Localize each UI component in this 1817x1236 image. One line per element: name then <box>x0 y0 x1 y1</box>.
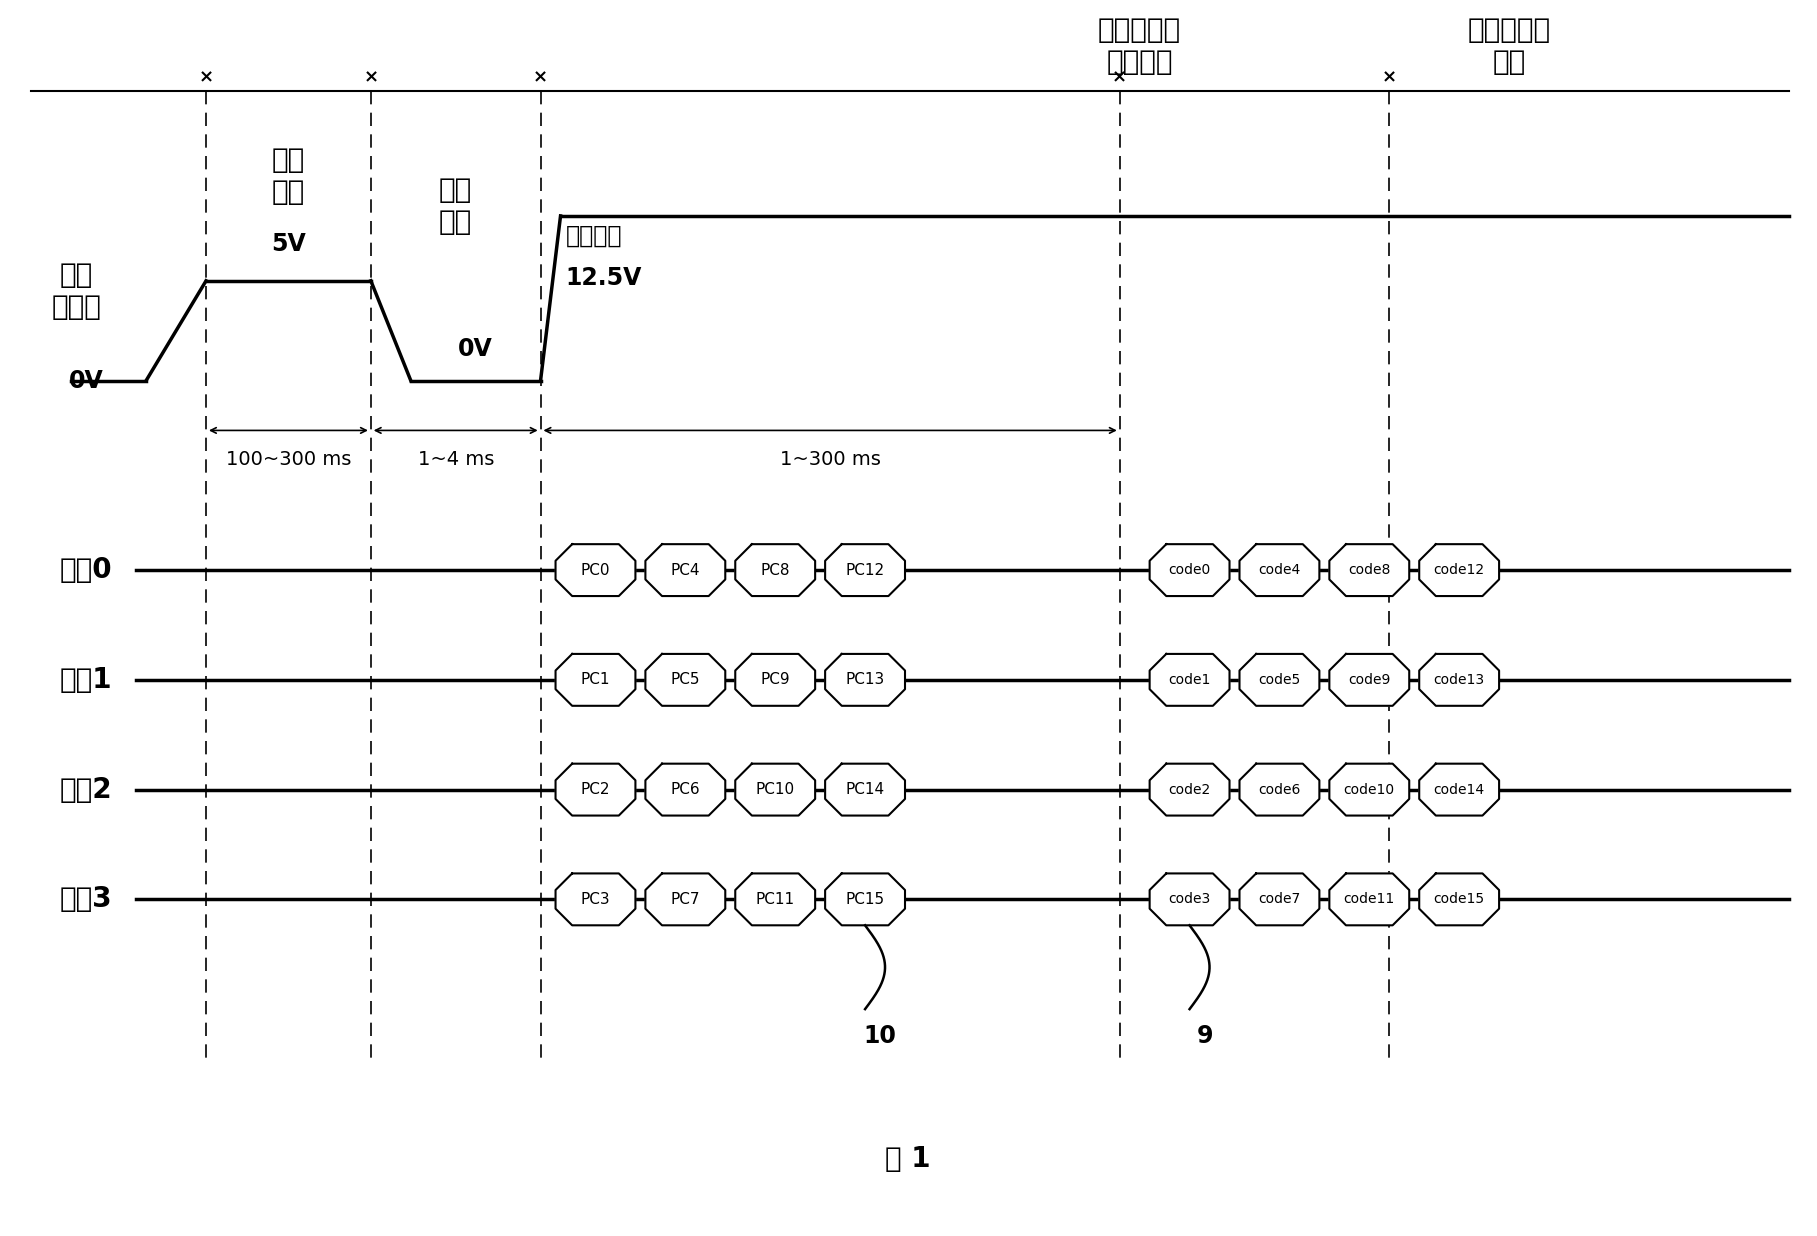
Text: 12.5V: 12.5V <box>565 266 641 289</box>
Text: PC0: PC0 <box>581 562 611 577</box>
Text: 100~300 ms: 100~300 ms <box>225 450 351 470</box>
Polygon shape <box>1150 654 1230 706</box>
Polygon shape <box>645 544 725 596</box>
Polygon shape <box>1330 654 1410 706</box>
Text: code5: code5 <box>1259 672 1301 687</box>
Polygon shape <box>1239 544 1319 596</box>
Text: code10: code10 <box>1345 782 1395 797</box>
Text: ×: × <box>1381 68 1397 87</box>
Polygon shape <box>1419 764 1499 816</box>
Text: code2: code2 <box>1168 782 1210 797</box>
Polygon shape <box>1419 544 1499 596</box>
Polygon shape <box>1150 764 1230 816</box>
Text: 重置
期间: 重置 期间 <box>440 176 472 236</box>
Text: 5V: 5V <box>271 232 305 256</box>
Polygon shape <box>1419 874 1499 926</box>
Text: 信号0: 信号0 <box>60 556 113 585</box>
Text: 空白
测试: 空白 测试 <box>273 146 305 206</box>
Text: PC7: PC7 <box>670 892 700 907</box>
Text: PC4: PC4 <box>670 562 700 577</box>
Text: PC12: PC12 <box>845 562 885 577</box>
Polygon shape <box>1330 544 1410 596</box>
Polygon shape <box>1239 654 1319 706</box>
Polygon shape <box>556 544 636 596</box>
Text: code7: code7 <box>1259 892 1301 906</box>
Text: PC3: PC3 <box>581 892 611 907</box>
Text: PC1: PC1 <box>581 672 611 687</box>
Text: PC13: PC13 <box>845 672 885 687</box>
Polygon shape <box>1150 874 1230 926</box>
Text: PC9: PC9 <box>760 672 790 687</box>
Text: 信号3: 信号3 <box>60 885 113 913</box>
Text: code0: code0 <box>1168 564 1210 577</box>
Polygon shape <box>736 544 816 596</box>
Text: ×: × <box>363 68 378 87</box>
Text: 1~4 ms: 1~4 ms <box>418 450 494 470</box>
Text: ×: × <box>198 68 214 87</box>
Text: PC5: PC5 <box>670 672 700 687</box>
Polygon shape <box>736 764 816 816</box>
Text: code12: code12 <box>1434 564 1484 577</box>
Text: 程序计数器
送出期间: 程序计数器 送出期间 <box>1097 16 1181 77</box>
Text: 10: 10 <box>863 1025 896 1048</box>
Text: ×: × <box>1112 68 1127 87</box>
Text: code3: code3 <box>1168 892 1210 906</box>
Polygon shape <box>645 654 725 706</box>
Polygon shape <box>736 654 816 706</box>
Polygon shape <box>825 654 905 706</box>
Polygon shape <box>1330 874 1410 926</box>
Polygon shape <box>1239 874 1319 926</box>
Text: PC2: PC2 <box>581 782 611 797</box>
Text: PC14: PC14 <box>845 782 885 797</box>
Polygon shape <box>825 544 905 596</box>
Text: 0V: 0V <box>69 368 104 393</box>
Polygon shape <box>645 874 725 926</box>
Text: 烧录
脚电压: 烧录 脚电压 <box>51 261 102 321</box>
Text: code11: code11 <box>1343 892 1395 906</box>
Text: code8: code8 <box>1348 564 1390 577</box>
Polygon shape <box>825 764 905 816</box>
Text: 程序码读写
期间: 程序码读写 期间 <box>1468 16 1550 77</box>
Text: code1: code1 <box>1168 672 1210 687</box>
Text: 9: 9 <box>1196 1025 1212 1048</box>
Text: code13: code13 <box>1434 672 1484 687</box>
Text: code15: code15 <box>1434 892 1484 906</box>
Text: 1~300 ms: 1~300 ms <box>779 450 881 470</box>
Text: 信号2: 信号2 <box>60 776 113 803</box>
Text: code4: code4 <box>1259 564 1301 577</box>
Polygon shape <box>1150 544 1230 596</box>
Text: 0V: 0V <box>458 336 492 361</box>
Polygon shape <box>1419 654 1499 706</box>
Text: 稳定期间: 稳定期间 <box>565 224 621 248</box>
Text: ×: × <box>532 68 549 87</box>
Polygon shape <box>1239 764 1319 816</box>
Polygon shape <box>825 874 905 926</box>
Text: code9: code9 <box>1348 672 1390 687</box>
Text: code14: code14 <box>1434 782 1484 797</box>
Polygon shape <box>556 764 636 816</box>
Text: PC8: PC8 <box>761 562 790 577</box>
Text: 图 1: 图 1 <box>885 1145 930 1173</box>
Polygon shape <box>645 764 725 816</box>
Text: 信号1: 信号1 <box>60 666 113 693</box>
Text: PC15: PC15 <box>845 892 885 907</box>
Polygon shape <box>556 874 636 926</box>
Text: PC6: PC6 <box>670 782 700 797</box>
Polygon shape <box>1330 764 1410 816</box>
Text: PC11: PC11 <box>756 892 794 907</box>
Text: PC10: PC10 <box>756 782 794 797</box>
Text: code6: code6 <box>1257 782 1301 797</box>
Polygon shape <box>556 654 636 706</box>
Polygon shape <box>736 874 816 926</box>
